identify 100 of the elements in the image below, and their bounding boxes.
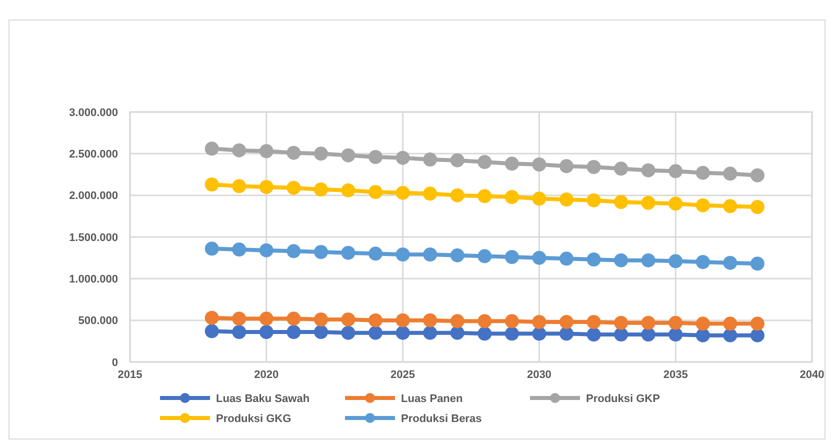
legend-label: Produksi Beras (401, 412, 482, 425)
point (368, 150, 383, 164)
point (232, 143, 246, 158)
point (232, 179, 246, 194)
point (504, 326, 519, 341)
point (341, 246, 356, 260)
point (368, 326, 383, 340)
point (286, 244, 301, 258)
point (614, 162, 628, 176)
point (641, 196, 656, 210)
point (668, 328, 683, 342)
point (232, 242, 246, 256)
point (586, 315, 601, 329)
point (641, 253, 656, 268)
point (559, 192, 574, 206)
point (750, 316, 764, 331)
point (532, 315, 546, 329)
point (614, 195, 628, 209)
point (341, 148, 356, 162)
point (504, 250, 519, 264)
point (204, 142, 219, 156)
x-tick-label: 2025 (390, 369, 416, 381)
point (450, 188, 464, 202)
point (641, 328, 656, 342)
x-tick-label: 2040 (800, 369, 824, 381)
point (586, 160, 601, 174)
point (641, 316, 656, 330)
point (423, 326, 438, 340)
point (259, 243, 274, 258)
point (668, 316, 683, 330)
point (423, 186, 438, 201)
point (341, 183, 356, 198)
point (232, 325, 246, 339)
point (586, 252, 601, 266)
point (532, 326, 546, 341)
point (423, 152, 438, 166)
point (532, 250, 546, 265)
y-tick-label: 2.000.000 (69, 190, 118, 202)
point (314, 182, 328, 196)
y-tick-label: 500.000 (78, 315, 118, 328)
point (696, 255, 710, 269)
point (696, 166, 710, 180)
point (259, 144, 274, 158)
point (286, 312, 301, 326)
point (286, 180, 301, 195)
legend-label: Produksi GKP (586, 392, 660, 405)
point (723, 166, 738, 181)
point (259, 312, 274, 326)
point (750, 256, 764, 271)
point (286, 325, 301, 339)
point (478, 326, 492, 341)
point (423, 313, 438, 328)
x-tick-label: 2030 (526, 369, 552, 381)
point (532, 192, 546, 206)
point (368, 313, 383, 328)
point (204, 242, 219, 256)
point (641, 163, 656, 178)
point (668, 254, 683, 268)
point (586, 193, 601, 208)
legend-label: Luas Panen (401, 392, 464, 405)
point (341, 312, 356, 326)
point (696, 198, 710, 212)
point (723, 316, 738, 331)
point (478, 314, 492, 328)
point (396, 326, 410, 340)
point (723, 256, 738, 270)
point (478, 249, 492, 264)
point (204, 178, 219, 192)
y-tick-label: 2.500.000 (69, 148, 118, 161)
point (478, 189, 492, 204)
point (450, 248, 464, 262)
point (559, 326, 574, 341)
x-tick-label: 2035 (663, 369, 688, 381)
point (368, 185, 383, 199)
point (750, 328, 764, 342)
point (341, 326, 356, 340)
x-tick-label: 2020 (254, 369, 279, 381)
point (368, 246, 383, 261)
point (614, 328, 628, 342)
point (696, 316, 710, 331)
point (259, 325, 274, 339)
point (504, 190, 519, 204)
point (396, 313, 410, 328)
point (504, 314, 519, 328)
point (204, 324, 219, 338)
point (450, 314, 464, 328)
y-tick-label: 1.500.000 (69, 232, 118, 244)
point (314, 245, 328, 259)
point (614, 316, 628, 330)
legend-label: Produksi GKG (216, 412, 292, 425)
point (204, 310, 219, 325)
point (259, 180, 274, 194)
point (750, 200, 764, 214)
point (396, 150, 410, 165)
point (314, 146, 328, 161)
point (559, 252, 574, 266)
point (559, 315, 574, 329)
point (314, 325, 328, 339)
point (750, 168, 764, 182)
point (668, 164, 683, 178)
